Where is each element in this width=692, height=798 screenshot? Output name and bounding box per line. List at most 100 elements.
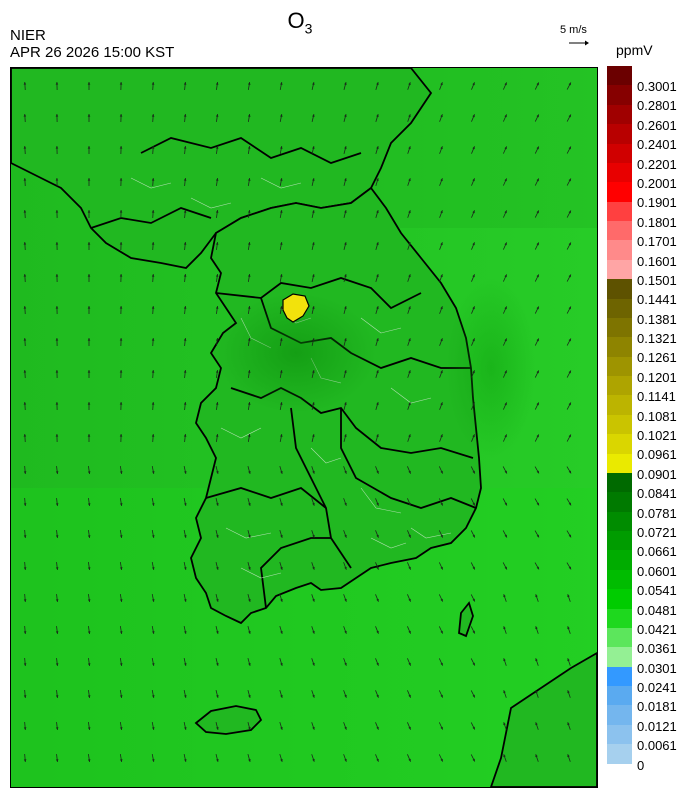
wind-arrow-head [87,759,91,762]
wind-arrow-head [536,274,539,278]
wind-arrow-head [344,566,347,570]
wind-arrow-head [344,338,347,341]
wind-arrow-head [87,402,91,405]
wind-arrow-head [440,566,443,570]
colorbar-label: 0.1261 [637,350,677,366]
wind-arrow-head [408,434,411,438]
wind-arrow-head [279,306,283,309]
wind-arrow-head [568,470,572,474]
wind-arrow-head [568,210,571,214]
colorbar-label: 0.1601 [637,253,677,269]
colorbar-label: 0.0421 [637,621,677,637]
wind-arrow-head [312,726,315,730]
colorbar-label: 0.1201 [637,369,677,385]
wind-arrow-head [408,534,411,538]
wind-arrow-head [87,695,91,698]
wind-arrow-head [567,626,570,630]
datetime-label: APR 26 2026 15:00 KST [10,44,175,61]
wind-arrow-head [55,471,59,474]
wind-arrow-head [312,242,315,245]
colorbar-cell [607,453,632,473]
wind-arrow-head [87,370,91,373]
wind-arrow-head [472,82,475,86]
wind-arrow-head [568,146,571,150]
wind-arrow-head [536,210,539,214]
wind-arrow-head [408,242,411,246]
wind-arrow-head [151,567,155,570]
wind-arrow-head [504,470,507,474]
wind-arrow-head [183,146,187,149]
wind-arrow-head [503,626,506,630]
wind-arrow-head [344,82,347,85]
colorbar-cell [607,744,632,764]
wind-arrow-head [184,631,187,634]
wind-arrow-head [55,370,59,373]
wind-arrow-head [23,306,27,309]
wind-arrow-head [376,726,379,730]
wind-arrow-head [280,534,283,538]
wind-arrow-head [87,306,91,309]
wind-arrow-head [183,178,187,181]
wind-arrow-head [55,631,59,634]
wind-arrow-head [504,566,507,570]
wind-arrow-head [408,598,411,602]
wind-arrow-head [472,598,475,602]
wind-arrow-head [504,434,507,438]
wind-arrow-head [23,146,27,149]
ozone-map[interactable] [10,67,598,788]
wind-arrow-head [568,114,571,118]
colorbar-cell [607,240,632,260]
colorbar-cell [607,511,632,531]
colorbar-label: 0.0061 [637,738,677,754]
wind-arrow-head [216,663,219,666]
wind-arrow-head [504,242,507,246]
wind-arrow-head [440,114,443,118]
colorbar-cell [607,221,632,241]
wind-arrow-head [376,662,379,666]
ozone-hotspot[interactable] [282,293,310,323]
southeast-coast [490,651,597,787]
wind-arrow-head [344,402,347,405]
wind-arrow-head [376,178,379,182]
wind-arrow-head [55,759,59,762]
wind-arrow-head [247,274,251,277]
wind-arrow-head [408,566,411,570]
wind-arrow-head [248,726,251,730]
wind-arrow-head [504,274,507,278]
wind-arrow-head [504,114,507,118]
wind-arrow-head [568,502,572,506]
wind-arrow-head [87,338,91,341]
wind-arrow-head [184,535,187,538]
wind-arrow-head [87,567,91,570]
wind-arrow-head [408,758,411,762]
wind-arrow-head [408,370,411,374]
colorbar-label: 0.1021 [637,428,677,443]
wind-arrow-head [440,242,443,246]
wind-arrow-head [151,535,155,538]
wind-arrow-head [280,566,283,570]
wind-arrow-head [215,434,219,437]
wind-arrow-head [344,274,347,277]
wind-arrow-head [376,242,379,246]
wind-arrow-head [183,306,187,309]
wind-arrow-head [536,242,539,246]
wind-arrow-head [248,758,251,762]
wind-arrow-head [215,338,219,341]
wind-arrow-head [23,370,27,373]
wind-arrow-head [568,178,571,182]
colorbar-label: 0.2401 [637,137,677,153]
wind-arrow-head [279,82,283,85]
wind-arrow-head [55,727,59,730]
wind-arrow-head [119,471,123,474]
wind-arrow-head [504,370,507,374]
wind-arrow-head [376,306,379,310]
colorbar-label: 0.2801 [637,98,677,114]
wind-arrow-head [408,146,411,150]
wind-arrow-head [87,114,91,117]
wind-arrow-head [312,178,315,181]
wind-arrow-head [216,503,219,506]
wind-arrow-head [119,370,123,373]
wind-arrow-head [408,470,411,474]
wind-arrow-head [440,402,443,406]
colorbar-label: 0.0721 [637,524,677,540]
